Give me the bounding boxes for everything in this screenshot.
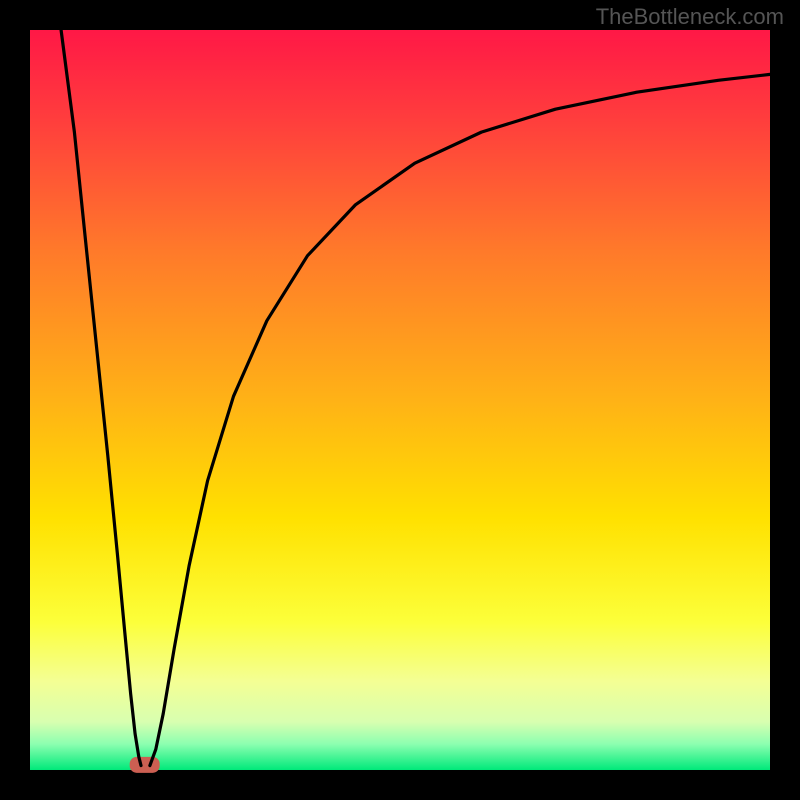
watermark-text: TheBottleneck.com <box>596 4 784 30</box>
chart-container: TheBottleneck.com <box>0 0 800 800</box>
bottleneck-chart <box>0 0 800 800</box>
chart-background <box>30 30 770 770</box>
dip-marker <box>130 757 160 773</box>
